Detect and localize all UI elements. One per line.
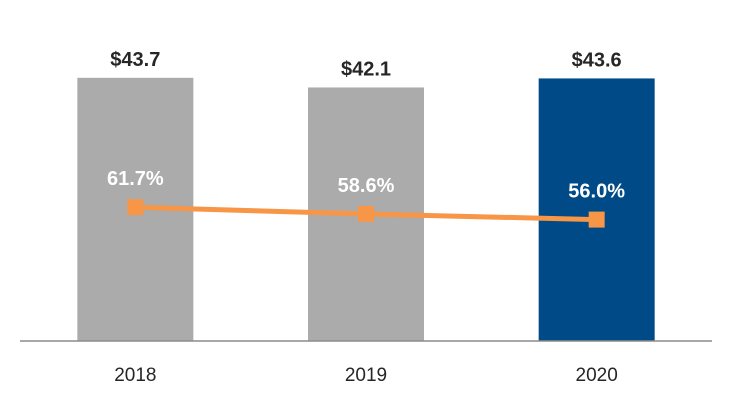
- line-series: [127, 199, 605, 228]
- x-tick-2018: 2018: [114, 365, 156, 386]
- line-value-label-2018: 61.7%: [107, 168, 164, 190]
- bar-value-label-2019: $42.1: [341, 58, 391, 80]
- bar-value-label-2018: $43.7: [110, 49, 160, 71]
- bar-value-labels: $43.7 $42.1 $43.6: [110, 49, 621, 81]
- line-marker-2018: [127, 199, 144, 216]
- bar-2020: [538, 78, 655, 341]
- x-tick-2019: 2019: [345, 365, 387, 386]
- x-tick-labels: 2018 2019 2020: [114, 365, 618, 386]
- line-value-labels: 61.7% 58.6% 56.0%: [107, 168, 625, 202]
- x-tick-2020: 2020: [576, 365, 618, 386]
- line-value-label-2019: 58.6%: [338, 175, 395, 197]
- bar-value-label-2020: $43.6: [572, 49, 622, 71]
- line-value-label-2020: 56.0%: [568, 181, 625, 203]
- line-marker-2020: [588, 211, 605, 228]
- line-marker-2019: [358, 205, 374, 222]
